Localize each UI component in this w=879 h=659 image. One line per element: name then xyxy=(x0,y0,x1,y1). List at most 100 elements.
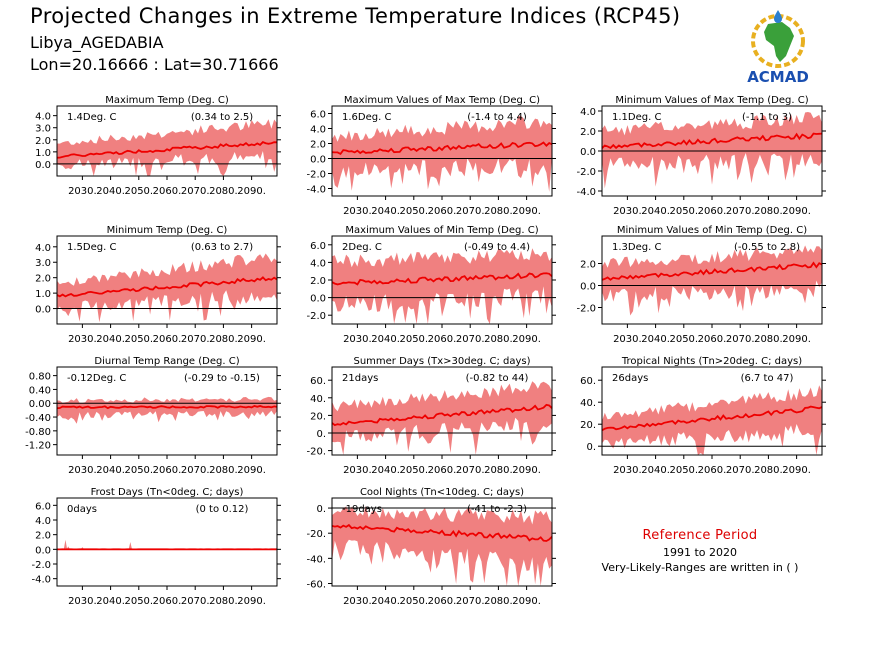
x-tick-label: 2070. xyxy=(456,206,485,217)
x-tick-label: 2050. xyxy=(124,186,153,197)
x-tick-label: 2080. xyxy=(754,465,783,476)
y-tick-label: 6.0 xyxy=(35,501,51,512)
ensemble-mean-line xyxy=(56,141,278,159)
y-tick-label: 4.0 xyxy=(35,112,51,123)
x-tick-label: 2040. xyxy=(96,186,125,197)
x-tick-label: 2070. xyxy=(456,465,485,476)
x-tick-label: 2030. xyxy=(68,596,97,607)
value-label: 1.4Deg. C xyxy=(67,112,116,123)
chart-title: Minimum Temp (Deg. C) xyxy=(107,225,228,236)
x-tick-label: 2090. xyxy=(782,465,811,476)
page-title: Projected Changes in Extreme Temperature… xyxy=(30,4,681,28)
range-label: (-0.55 to 2.8) xyxy=(734,242,800,253)
y-tick-label: -40. xyxy=(306,554,326,565)
x-tick-label: 2040. xyxy=(96,334,125,345)
likely-range-band xyxy=(57,396,277,424)
y-tick-label: 40. xyxy=(580,398,596,409)
likely-range-band xyxy=(332,505,552,586)
y-tick-label: 4.0 xyxy=(580,107,596,118)
y-tick-label: 0.0 xyxy=(580,147,596,158)
ensemble-mean-line xyxy=(601,261,823,281)
reference-period-title: Reference Period xyxy=(642,528,758,543)
frost-day-spike xyxy=(128,542,133,550)
x-tick-label: 2090. xyxy=(237,465,266,476)
range-label: (-41 to -2.3) xyxy=(467,504,527,515)
y-tick-label: 6.0 xyxy=(310,110,326,121)
range-label: (0.34 to 2.5) xyxy=(191,112,253,123)
x-tick-label: 2030. xyxy=(68,186,97,197)
frost-day-spike xyxy=(63,539,68,550)
value-label: 1.5Deg. C xyxy=(67,242,116,253)
reference-period-note: Very-Likely-Ranges are written in ( ) xyxy=(601,561,799,574)
x-tick-label: 2050. xyxy=(124,465,153,476)
chart-title: Maximum Temp (Deg. C) xyxy=(105,95,229,106)
y-tick-label: 0.0 xyxy=(35,305,51,316)
y-tick-label: 0.0 xyxy=(35,545,51,556)
range-label: (-1.4 to 4.4) xyxy=(467,112,527,123)
y-tick-label: 0.0 xyxy=(310,294,326,305)
likely-range-band xyxy=(332,248,552,324)
x-tick-label: 2030. xyxy=(68,334,97,345)
ensemble-mean-line xyxy=(601,405,823,432)
y-tick-label: -4.0 xyxy=(306,185,326,196)
chart-title: Maximum Values of Max Temp (Deg. C) xyxy=(344,95,540,106)
y-tick-label: 3.0 xyxy=(35,258,51,269)
x-tick-label: 2090. xyxy=(512,596,541,607)
x-tick-label: 2080. xyxy=(754,334,783,345)
chart-panel: -2.0 0.0 2.0 4.0 6.0 2030. 2040. 2050. 2060. 2070… xyxy=(306,225,556,345)
chart-title: Maximum Values of Min Temp (Deg. C) xyxy=(345,225,538,236)
x-tick-label: 2050. xyxy=(399,206,428,217)
x-tick-label: 2080. xyxy=(209,465,238,476)
x-tick-label: 2070. xyxy=(726,334,755,345)
value-label: 1.1Deg. C xyxy=(612,112,661,123)
value-label: -19days xyxy=(342,504,382,515)
x-tick-label: 2030. xyxy=(613,465,642,476)
y-tick-label: 20. xyxy=(580,420,596,431)
likely-range-band xyxy=(57,119,277,176)
chart-title: Summer Days (Tx>30deg. C; days) xyxy=(353,356,530,367)
chart-title: Diurnal Temp Range (Deg. C) xyxy=(94,356,239,367)
x-tick-label: 2080. xyxy=(754,206,783,217)
x-tick-label: 2080. xyxy=(484,334,513,345)
reference-period-box: Reference Period 1991 to 2020 Very-Likel… xyxy=(575,528,825,574)
ensemble-mean-line xyxy=(331,403,553,427)
x-tick-label: 2030. xyxy=(343,206,372,217)
x-tick-label: 2030. xyxy=(343,596,372,607)
x-tick-label: 2070. xyxy=(456,596,485,607)
x-tick-label: 2040. xyxy=(371,334,400,345)
station-coordinates: Lon=20.16666 : Lat=30.71666 xyxy=(30,55,279,74)
value-label: 2Deg. C xyxy=(342,242,382,253)
x-tick-label: 2070. xyxy=(181,596,210,607)
value-label: -0.12Deg. C xyxy=(67,373,126,384)
x-tick-label: 2090. xyxy=(782,334,811,345)
y-tick-label: 2.0 xyxy=(310,140,326,151)
x-tick-label: 2050. xyxy=(399,334,428,345)
x-tick-label: 2070. xyxy=(456,334,485,345)
x-tick-label: 2080. xyxy=(484,465,513,476)
ensemble-mean-line xyxy=(56,405,278,410)
chart-panel: -20. 0. 20. 40. 60. 2030. 2040. 2050. 2060. 2070.… xyxy=(306,356,556,476)
chart-title: Frost Days (Tn<0deg. C; days) xyxy=(91,487,244,498)
x-tick-label: 2060. xyxy=(428,334,457,345)
x-tick-label: 2050. xyxy=(399,596,428,607)
chart-panel: -1.20 -0.80 -0.40 0.00 0.40 0.80 2030. 2040. 205… xyxy=(25,356,281,476)
x-tick-label: 2030. xyxy=(613,206,642,217)
x-tick-label: 2060. xyxy=(153,334,182,345)
value-label: 21days xyxy=(342,373,378,384)
ensemble-mean-line xyxy=(56,276,278,298)
y-tick-label: 2.0 xyxy=(310,276,326,287)
y-tick-label: 40. xyxy=(310,394,326,405)
y-tick-label: 60. xyxy=(310,376,326,387)
svg-text:ACMAD: ACMAD xyxy=(747,68,809,86)
x-tick-label: 2060. xyxy=(698,206,727,217)
x-tick-label: 2080. xyxy=(484,596,513,607)
y-tick-label: 1.0 xyxy=(35,148,51,159)
x-tick-label: 2090. xyxy=(237,334,266,345)
y-tick-label: 0.0 xyxy=(310,155,326,166)
range-label: (-0.29 to -0.15) xyxy=(184,373,260,384)
likely-range-band xyxy=(602,112,822,189)
y-tick-label: 0.80 xyxy=(29,372,51,383)
